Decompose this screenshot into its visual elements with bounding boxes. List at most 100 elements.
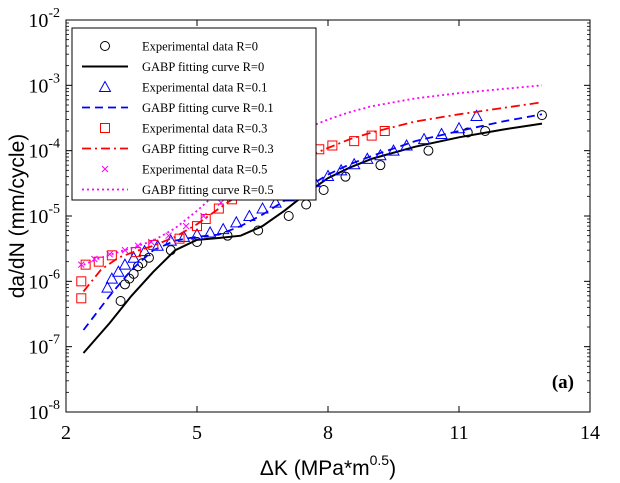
data-point <box>327 140 338 151</box>
y-tick-label-base: 10 <box>28 75 48 97</box>
y-tick-label-base: 10 <box>28 206 48 228</box>
legend-label: Experimental data R=0.3 <box>142 122 267 136</box>
legend-entry-6: Experimental data R=0.5 <box>101 163 267 177</box>
y-tick-label-exponent: -6 <box>48 267 60 282</box>
data-point <box>76 293 87 304</box>
data-point <box>452 121 466 134</box>
series-7 <box>83 84 543 266</box>
y-tick-label-exponent: -7 <box>48 333 60 348</box>
data-point <box>105 272 119 284</box>
series-line <box>82 113 543 331</box>
y-tick-label: 10-7 <box>28 333 60 359</box>
data-point <box>138 244 151 257</box>
legend-marker <box>100 41 110 51</box>
data-point <box>127 251 141 263</box>
data-point <box>318 185 329 196</box>
data-point <box>115 296 126 307</box>
legend-entry-7: GABP fitting curve R=0.5 <box>82 183 274 197</box>
data-point <box>151 239 165 251</box>
panel-annotation: (a) <box>552 372 574 393</box>
data-point <box>121 246 129 254</box>
x-tick-label: 8 <box>323 422 333 444</box>
data-point <box>256 202 269 214</box>
x-tick-label: 14 <box>580 422 600 444</box>
y-tick-label: 10-3 <box>28 71 60 97</box>
data-point <box>375 160 386 171</box>
data-point <box>200 212 207 220</box>
data-point <box>229 215 243 228</box>
data-point <box>334 163 348 176</box>
data-point <box>76 276 87 287</box>
legend-entry-2: Experimental data R=0.1 <box>98 80 267 95</box>
series-1 <box>82 122 543 354</box>
y-tick-label: 10-5 <box>28 202 60 228</box>
data-point <box>77 261 85 269</box>
y-tick-label-base: 10 <box>28 141 48 163</box>
data-point <box>165 232 172 240</box>
data-point <box>101 281 114 293</box>
data-point <box>190 228 204 240</box>
x-axis-label: ΔK (MPa*m0.5) <box>260 452 396 480</box>
data-point <box>213 203 224 214</box>
x-axis-label-close: ) <box>389 457 396 480</box>
y-tick-label-exponent: -3 <box>48 71 60 86</box>
y-tick-label-exponent: -2 <box>48 6 60 21</box>
data-point <box>349 136 360 147</box>
y-tick-label-exponent: -5 <box>48 202 60 217</box>
legend-box <box>71 27 317 201</box>
y-tick-label-base: 10 <box>28 10 48 32</box>
y-tick-label-base: 10 <box>28 402 48 424</box>
data-point <box>366 130 377 141</box>
x-tick-label: 2 <box>61 422 71 444</box>
data-point <box>203 225 217 238</box>
legend-label: Experimental data R=0.1 <box>142 81 267 95</box>
data-point <box>321 169 335 181</box>
x-tick-label: 11 <box>449 422 468 444</box>
data-point <box>536 110 547 121</box>
series-line <box>83 84 543 266</box>
data-point <box>423 145 434 156</box>
data-point <box>137 258 148 269</box>
y-tick-label: 10-2 <box>28 6 60 32</box>
data-point <box>216 222 230 235</box>
data-point <box>192 221 202 232</box>
series-3 <box>82 113 543 331</box>
y-tick-label-base: 10 <box>28 337 48 359</box>
y-tick-label: 10-6 <box>28 267 60 293</box>
x-axis-label-superscript: 0.5 <box>370 452 390 468</box>
data-point <box>112 265 125 277</box>
data-point <box>93 256 104 267</box>
y-tick-label-exponent: -8 <box>48 398 60 413</box>
legend-entry-4: Experimental data R=0.3 <box>100 122 267 136</box>
legend-label: GABP fitting curve R=0.3 <box>142 142 274 156</box>
series-line <box>82 122 543 354</box>
legend-marker <box>100 123 110 133</box>
y-tick-label: 10-4 <box>28 137 60 163</box>
y-tick-label-base: 10 <box>28 271 48 293</box>
y-axis-label: da/dN (mm/cycle) <box>6 134 29 299</box>
x-tick-label: 5 <box>192 422 202 444</box>
x-axis-label-main: ΔK (MPa*m <box>260 457 370 480</box>
data-point <box>379 125 390 136</box>
legend: Experimental data R=0 GABP fitting curve … <box>71 27 317 201</box>
legend-marker <box>101 165 109 173</box>
legend-label: Experimental data R=0.5 <box>142 163 267 177</box>
data-point <box>118 258 132 270</box>
y-tick-label: 10-8 <box>28 398 60 424</box>
data-point <box>134 242 142 250</box>
data-point <box>283 211 294 221</box>
y-tick-label-exponent: -4 <box>48 137 60 152</box>
legend-label: GABP fitting curve R=0 <box>142 60 264 74</box>
data-point <box>91 255 98 263</box>
data-point <box>217 199 225 207</box>
legend-label: GABP fitting curve R=0.1 <box>142 101 274 115</box>
legend-marker <box>98 80 112 92</box>
legend-label: Experimental data R=0 <box>142 40 258 54</box>
legend-entry-1: GABP fitting curve R=0 <box>82 60 264 74</box>
legend-label: GABP fitting curve R=0.5 <box>142 183 274 197</box>
legend-entry-3: GABP fitting curve R=0.1 <box>82 101 274 115</box>
data-point <box>470 109 483 121</box>
legend-entry-0: Experimental data R=0 <box>100 40 258 54</box>
